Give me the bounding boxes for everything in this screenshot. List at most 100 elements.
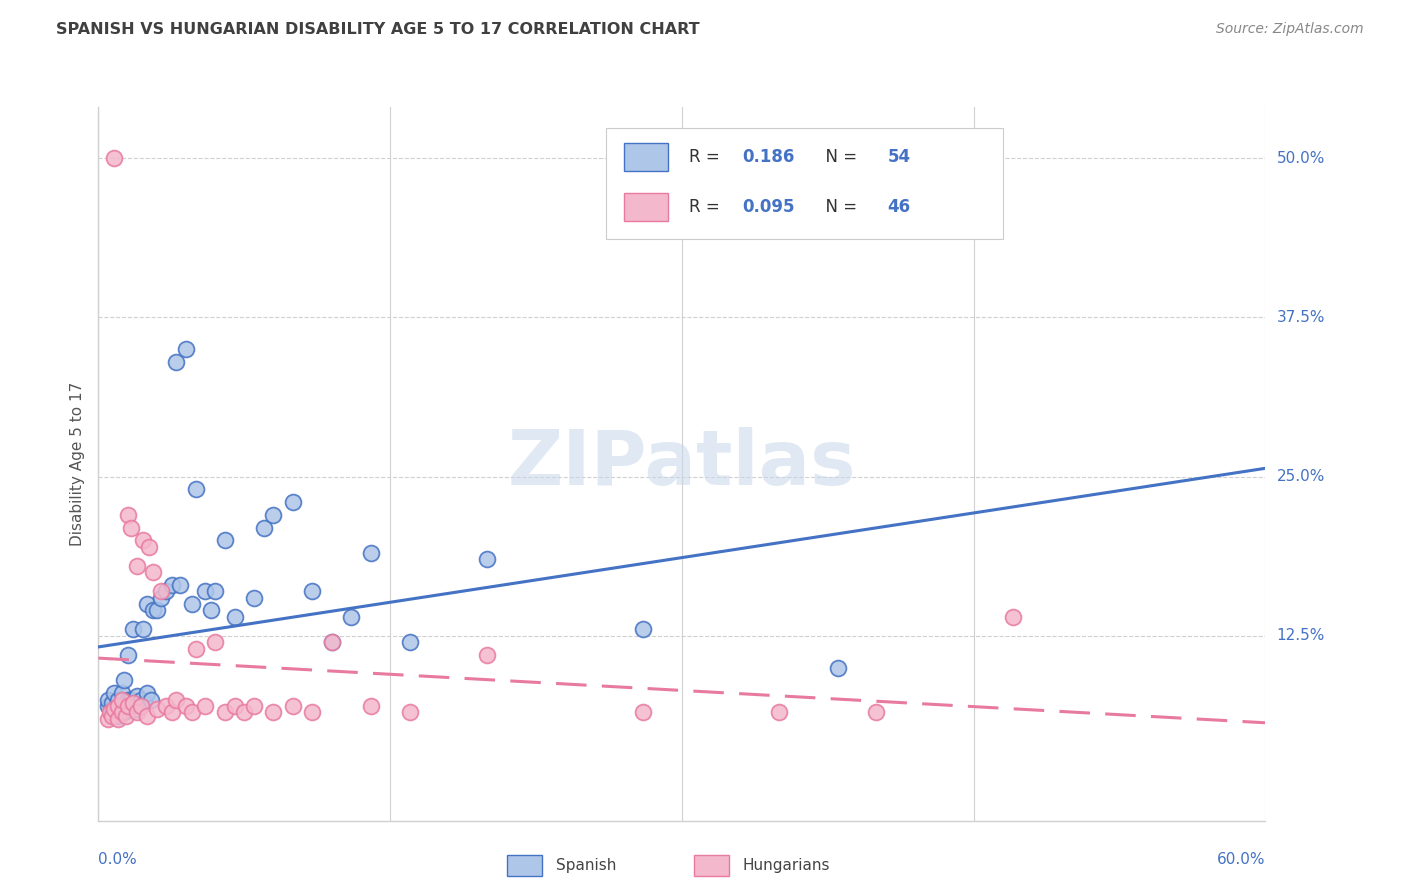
Point [97, 692, 120, 706]
Point [103, 686, 125, 700]
Point [224, 609, 246, 624]
Point [204, 584, 226, 599]
Point [114, 709, 136, 723]
Text: N =: N = [815, 148, 862, 166]
Point [301, 584, 323, 599]
Point [200, 603, 222, 617]
Point [180, 597, 202, 611]
Point [194, 698, 217, 713]
Text: 50.0%: 50.0% [1277, 151, 1324, 166]
Point [155, 584, 177, 599]
Text: 12.5%: 12.5% [1277, 628, 1324, 643]
Text: R =: R = [689, 148, 725, 166]
Point [180, 706, 202, 720]
Text: 54: 54 [887, 148, 911, 166]
Bar [506, 855, 541, 876]
Text: 37.5%: 37.5% [1277, 310, 1324, 325]
Point [631, 706, 654, 720]
Point [165, 355, 187, 369]
Point [136, 597, 159, 611]
Point [149, 591, 172, 605]
Point [321, 635, 343, 649]
Point [146, 603, 169, 617]
Point [253, 520, 276, 534]
Point [136, 709, 159, 723]
Point [118, 698, 141, 713]
Point [97, 712, 120, 726]
Point [321, 635, 343, 649]
Point [121, 692, 143, 706]
Point [127, 701, 149, 715]
Point [111, 686, 134, 700]
Point [107, 701, 129, 715]
Point [360, 546, 382, 560]
Point [184, 641, 207, 656]
Point [165, 692, 187, 706]
Point [103, 701, 125, 715]
Point [122, 697, 145, 711]
Point [129, 692, 152, 706]
Point [101, 701, 124, 715]
Point [127, 558, 149, 573]
Point [398, 635, 420, 649]
Point [117, 692, 139, 706]
Point [233, 706, 256, 720]
Text: Spanish: Spanish [555, 858, 616, 873]
Point [142, 603, 165, 617]
Point [301, 706, 323, 720]
Point [214, 706, 236, 720]
Point [117, 701, 139, 715]
Point [127, 689, 149, 703]
Point [768, 706, 790, 720]
Point [162, 578, 184, 592]
Point [112, 673, 135, 688]
Point [398, 706, 420, 720]
Text: N =: N = [815, 198, 862, 216]
Point [224, 698, 246, 713]
Point [146, 701, 169, 715]
Point [262, 508, 284, 522]
Text: 60.0%: 60.0% [1218, 853, 1265, 868]
Point [631, 623, 654, 637]
Text: 0.0%: 0.0% [98, 853, 138, 868]
Point [111, 706, 134, 720]
Point [162, 706, 184, 720]
Point [139, 692, 162, 706]
Point [477, 552, 499, 566]
Point [138, 540, 160, 554]
Point [136, 686, 159, 700]
Point [107, 698, 129, 713]
Point [184, 483, 207, 497]
Text: 25.0%: 25.0% [1277, 469, 1324, 484]
Text: SPANISH VS HUNGARIAN DISABILITY AGE 5 TO 17 CORRELATION CHART: SPANISH VS HUNGARIAN DISABILITY AGE 5 TO… [56, 22, 700, 37]
Point [117, 698, 139, 713]
Point [129, 698, 152, 713]
Point [214, 533, 236, 548]
Point [281, 698, 304, 713]
Point [134, 697, 156, 711]
Text: Hungarians: Hungarians [742, 858, 830, 873]
Point [281, 495, 304, 509]
Point [243, 591, 266, 605]
Point [107, 692, 129, 706]
Point [262, 706, 284, 720]
Point [194, 584, 217, 599]
Point [103, 706, 125, 720]
Point [121, 520, 143, 534]
Point [174, 698, 197, 713]
Point [107, 712, 129, 726]
Point [155, 698, 177, 713]
Bar [623, 144, 668, 170]
Bar [693, 855, 728, 876]
Point [149, 584, 172, 599]
Text: R =: R = [689, 198, 725, 216]
Point [142, 565, 165, 579]
Point [204, 635, 226, 649]
Point [360, 698, 382, 713]
Point [122, 623, 145, 637]
Text: 0.095: 0.095 [742, 198, 794, 216]
Y-axis label: Disability Age 5 to 17: Disability Age 5 to 17 [69, 382, 84, 546]
Point [107, 709, 129, 723]
Point [103, 151, 125, 165]
Point [112, 706, 135, 720]
